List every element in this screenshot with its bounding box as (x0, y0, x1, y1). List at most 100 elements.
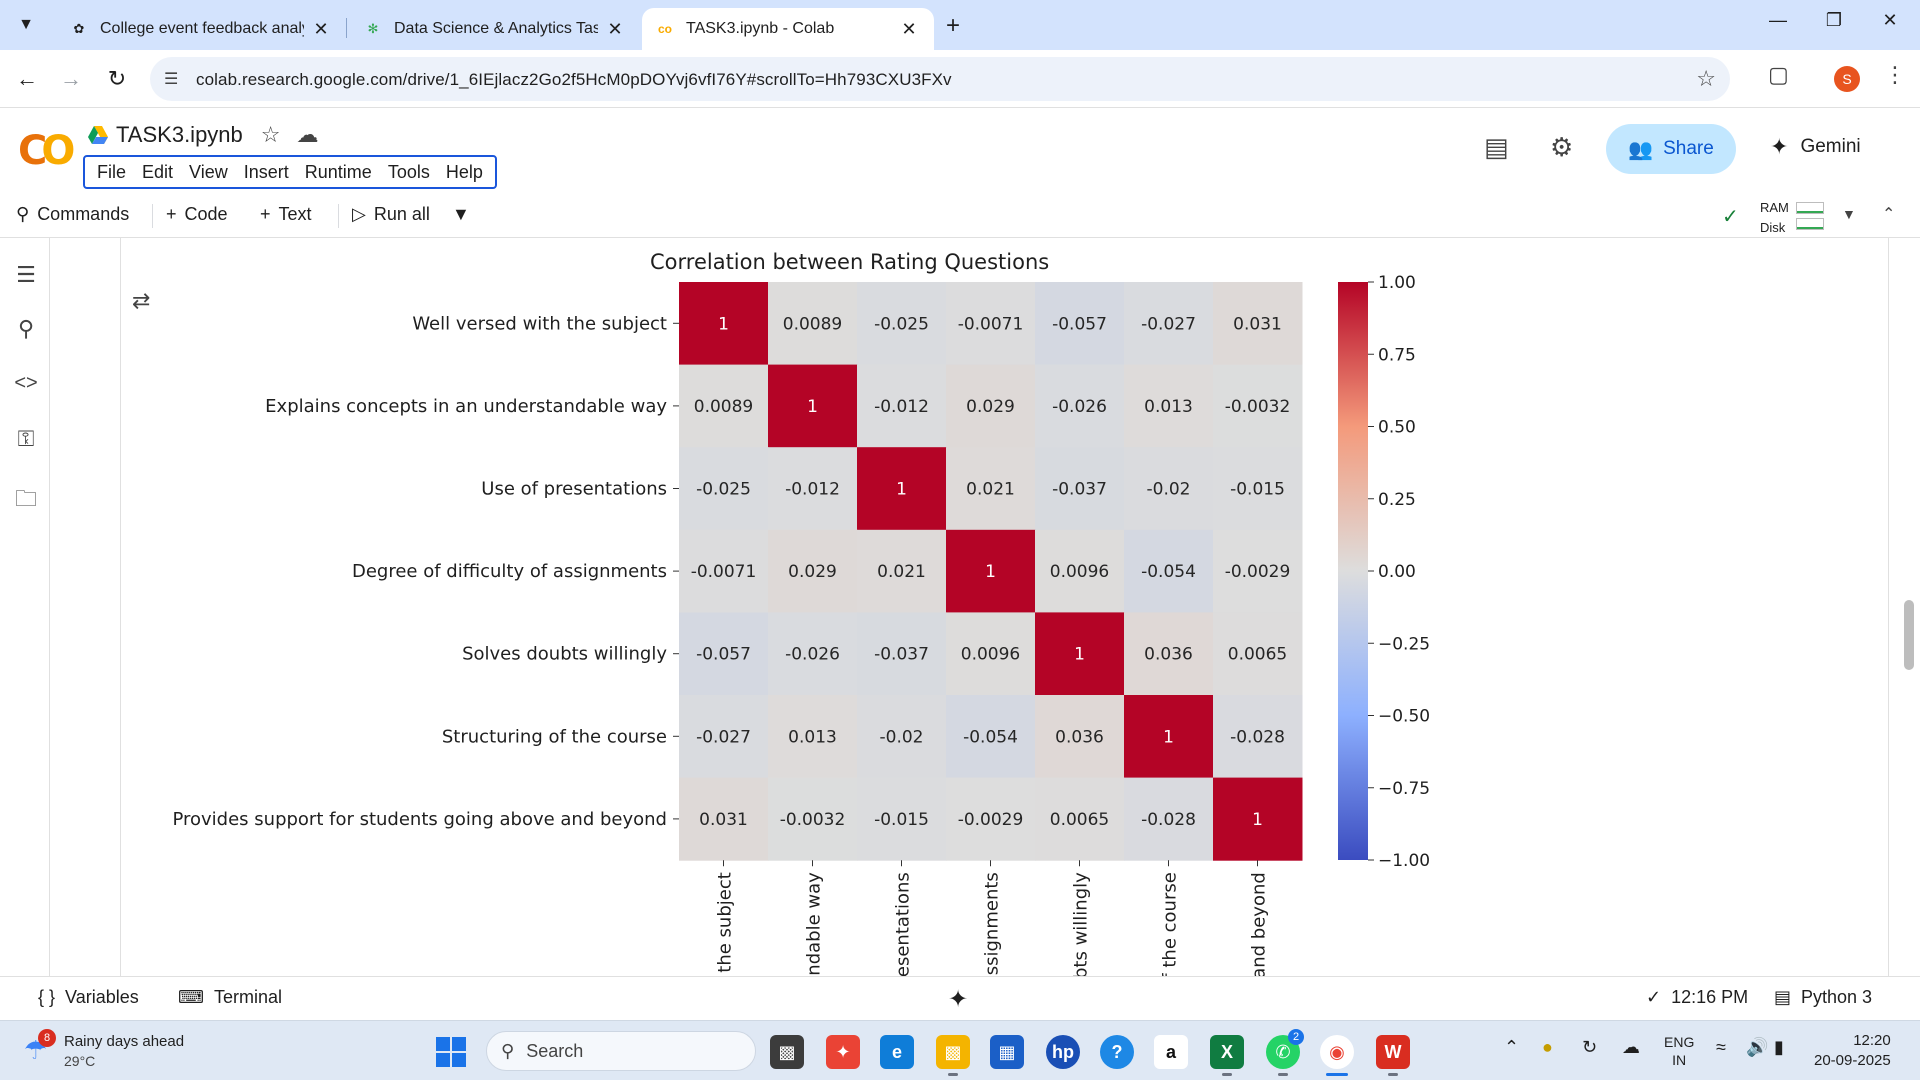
menu-insert[interactable]: Insert (243, 161, 289, 182)
menu-file[interactable]: File (97, 161, 127, 182)
gemini-label: Gemini (1800, 136, 1861, 157)
profile-avatar[interactable]: S (1834, 66, 1860, 92)
leaf-icon: ✻ (367, 21, 379, 36)
restore-icon[interactable]: ❐ (1825, 10, 1843, 30)
variables-braces-icon: { } (38, 987, 56, 1007)
forward-icon[interactable]: → (60, 66, 82, 91)
resources-dropdown-icon[interactable]: ▼ (1842, 206, 1856, 222)
menu-tools[interactable]: Tools (387, 161, 430, 182)
new-tab-button[interactable]: + (946, 12, 961, 39)
browser-menu-icon[interactable]: ⋮ (1884, 62, 1906, 87)
menu-runtime[interactable]: Runtime (304, 161, 372, 182)
reload-icon[interactable]: ↻ (107, 66, 127, 91)
tray-app-icon[interactable]: ● (1542, 1037, 1553, 1057)
hp-icon[interactable]: hp (1046, 1035, 1080, 1069)
clock-date: 20-09-2025 (1814, 1052, 1891, 1069)
run-all-dropdown-icon[interactable]: ▼ (452, 204, 470, 224)
variables-button[interactable]: { } Variables (38, 987, 139, 1008)
notebook-title[interactable]: TASK3.ipynb (116, 122, 243, 147)
search-icon: ⚲ (16, 204, 30, 224)
address-bar[interactable]: ☰ colab.research.google.com/drive/1_6IEj… (150, 57, 1730, 101)
system-clock[interactable]: 12:20 20-09-2025 (1814, 1031, 1891, 1071)
heatmap-cell (1213, 777, 1303, 861)
colab-logo[interactable]: CO (18, 128, 75, 174)
heatmap-cell (857, 612, 947, 696)
taskbar-search[interactable]: ⚲ Search (486, 1031, 756, 1071)
tab-college-feedback[interactable]: ✿ College event feedback analysis ✕ (56, 8, 346, 50)
close-tab-icon[interactable]: ✕ (901, 18, 917, 39)
heatmap-cell (1035, 529, 1125, 613)
check-icon: ✓ (1646, 987, 1662, 1007)
cloud-save-icon[interactable]: ☁ (296, 122, 319, 147)
collapse-header-icon[interactable]: ⌃ (1882, 206, 1896, 223)
edge-browser-icon[interactable]: e (880, 1035, 914, 1069)
close-tab-icon[interactable]: ✕ (313, 18, 329, 39)
copilot-icon[interactable]: ✦ (826, 1035, 860, 1069)
tab-title: TASK3.ipynb - Colab (686, 20, 835, 37)
tab-task3-colab[interactable]: co TASK3.ipynb - Colab ✕ (642, 8, 934, 50)
secrets-key-icon[interactable]: ⚿ (17, 426, 35, 451)
add-code-button[interactable]: + Code (166, 204, 228, 225)
site-info-icon[interactable]: ☰ (164, 71, 179, 88)
cell-value-label: -0.025 (696, 480, 751, 500)
add-text-button[interactable]: + Text (260, 204, 312, 225)
resource-indicator[interactable]: RAM Disk (1760, 198, 1789, 238)
execution-time: 12:16 PM (1671, 987, 1749, 1007)
help-icon[interactable]: ? (1100, 1035, 1134, 1069)
tab-title: College event feedback analysis (100, 20, 304, 37)
gemini-button[interactable]: ✦ Gemini (1770, 134, 1861, 160)
wps-office-icon[interactable]: W (1376, 1035, 1410, 1069)
find-replace-icon[interactable]: ⚲ (17, 316, 35, 341)
onedrive-cloud-icon[interactable]: ☁ (1622, 1037, 1640, 1057)
cell-value-label: 1 (1074, 645, 1085, 665)
close-window-icon[interactable]: ✕ (1882, 10, 1898, 30)
table-of-contents-icon[interactable]: ☰ (16, 262, 36, 287)
language-indicator[interactable]: ENG IN (1664, 1033, 1694, 1069)
extensions-icon[interactable]: ▢ (1768, 62, 1789, 87)
run-all-button[interactable]: ▷ Run all (352, 204, 430, 225)
start-button[interactable] (436, 1037, 466, 1067)
show-hidden-icons[interactable]: ⌃ (1504, 1037, 1520, 1057)
menu-view[interactable]: View (189, 161, 228, 182)
heatmap-cell (768, 612, 858, 696)
excel-icon[interactable]: X (1210, 1035, 1244, 1069)
tab-search-button[interactable]: ▼ (18, 16, 34, 33)
task-view-icon[interactable]: ▩ (770, 1035, 804, 1069)
minimize-icon[interactable]: — (1769, 10, 1787, 30)
file-explorer-icon[interactable]: ▩ (936, 1035, 970, 1069)
commands-button[interactable]: ⚲ Commands (16, 204, 129, 225)
google-drive-icon[interactable] (88, 126, 108, 144)
volume-icon[interactable]: 🔊 (1746, 1037, 1769, 1057)
close-tab-icon[interactable]: ✕ (607, 18, 623, 39)
url-text[interactable]: colab.research.google.com/drive/1_6IEjla… (196, 70, 952, 89)
vertical-scrollbar[interactable] (1904, 600, 1914, 670)
tab-data-science-task[interactable]: ✻ Data Science & Analytics Task 3 ✕ (350, 8, 640, 50)
browser-tab-strip: ▼ ✿ College event feedback analysis ✕ ✻ … (0, 0, 1920, 50)
files-folder-icon[interactable]: 🗀 (14, 486, 37, 511)
star-icon[interactable]: ☆ (260, 122, 281, 147)
disk-label: Disk (1760, 220, 1786, 235)
kernel-status[interactable]: ▤ Python 3 (1774, 987, 1872, 1008)
terminal-button[interactable]: ⌨ Terminal (178, 987, 282, 1008)
heatmap-cell (1035, 612, 1125, 696)
wifi-icon[interactable]: ≈ (1716, 1037, 1726, 1057)
settings-gear-icon[interactable]: ⚙ (1550, 132, 1574, 162)
sync-icon[interactable]: ↻ (1582, 1037, 1598, 1057)
colab-header: CO TASK3.ipynb ☆ ☁ File Edit View Insert… (0, 108, 1920, 190)
back-icon[interactable]: ← (16, 66, 38, 91)
amazon-icon[interactable]: a (1154, 1035, 1188, 1069)
bookmark-star-icon[interactable]: ☆ (1696, 66, 1716, 91)
share-button[interactable]: 👥 Share (1606, 124, 1736, 174)
ram-label: RAM (1760, 200, 1789, 215)
execution-status[interactable]: ✓ 12:16 PM (1646, 987, 1748, 1008)
code-snippets-icon[interactable]: <> (14, 372, 38, 394)
chrome-icon[interactable]: ◉ (1320, 1035, 1354, 1069)
microsoft-store-icon[interactable]: ▦ (990, 1035, 1024, 1069)
cell-value-label: 1 (807, 397, 818, 417)
gemini-spark-icon[interactable]: ✦ (948, 986, 969, 1013)
menu-help[interactable]: Help (445, 161, 483, 182)
comments-icon[interactable]: ▤ (1484, 132, 1509, 162)
output-actions-icon[interactable]: ⇄ (132, 288, 151, 313)
menu-edit[interactable]: Edit (142, 161, 174, 182)
battery-icon[interactable]: ▮ (1774, 1037, 1784, 1057)
